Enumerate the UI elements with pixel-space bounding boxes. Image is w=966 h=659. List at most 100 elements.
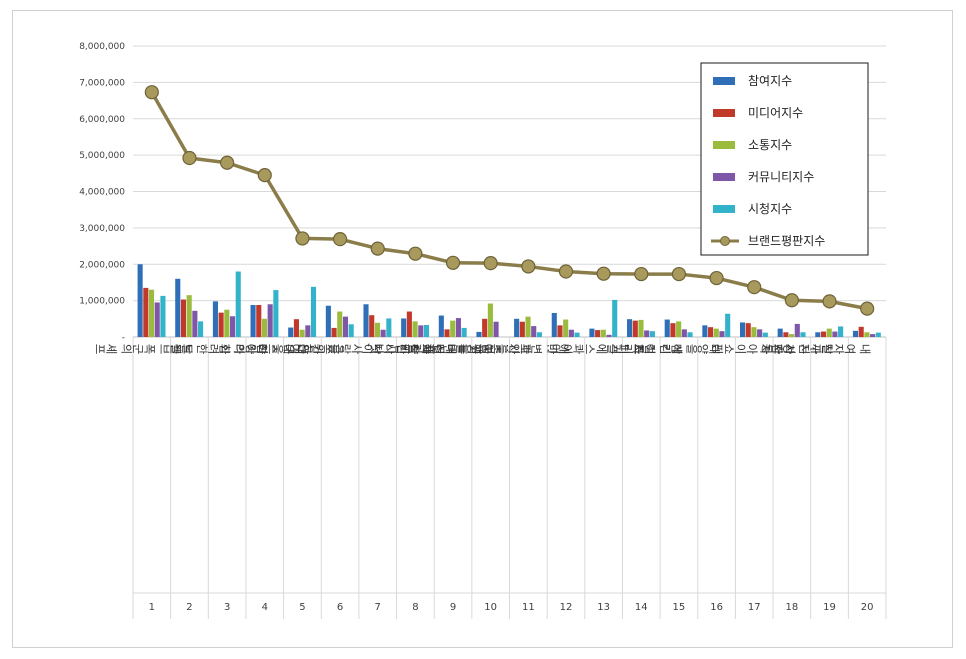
legend-swatch: [713, 141, 735, 149]
legend-box: [700, 62, 869, 256]
bar: [256, 304, 262, 337]
bar: [815, 332, 821, 337]
y-tick-label: 7,000,000: [79, 78, 125, 88]
bar: [250, 304, 256, 337]
line-point: [822, 294, 837, 309]
bar: [595, 330, 601, 337]
bar: [369, 315, 375, 337]
bar: [670, 323, 676, 337]
bar: [708, 327, 714, 337]
category-label: 서초동: [761, 342, 796, 356]
bar: [794, 323, 800, 337]
category-label: 에스콰이어: 변호사를 꿈꾸는 변호사들: [409, 342, 608, 356]
bar: [745, 323, 751, 337]
line-point: [596, 266, 611, 281]
bar: [325, 305, 331, 337]
bar: [638, 319, 644, 337]
bar: [267, 304, 273, 337]
bar: [342, 316, 349, 337]
bar: [644, 330, 650, 337]
bar: [401, 318, 407, 337]
bar: [380, 329, 386, 337]
bars: [137, 264, 881, 337]
line-point: [558, 264, 574, 279]
bar: [293, 319, 299, 337]
rank-label: 14: [635, 602, 648, 613]
bar: [725, 313, 731, 337]
bar: [493, 321, 499, 337]
legend-label: 커뮤니티지수: [748, 170, 814, 184]
bar: [461, 327, 467, 337]
bar: [606, 334, 612, 337]
rank-label: 11: [522, 602, 535, 613]
y-tick-label: 5,000,000: [79, 151, 125, 161]
bar: [273, 290, 279, 337]
line-point: [671, 266, 687, 282]
bar: [374, 322, 380, 337]
bar: [423, 325, 430, 337]
legend-swatch: [713, 173, 735, 181]
bar: [331, 327, 337, 337]
bar: [757, 329, 763, 337]
bar: [574, 332, 580, 337]
category-label: 파인: 촌뜨기들: [456, 342, 533, 356]
line-point: [220, 155, 235, 170]
bar: [148, 289, 155, 337]
bar: [305, 325, 311, 337]
line-point: [860, 301, 875, 316]
bar: [212, 301, 218, 337]
bar: [751, 327, 757, 337]
rank-label: 18: [786, 602, 799, 613]
line-point: [257, 168, 272, 183]
bar: [192, 310, 198, 337]
bar: [412, 321, 418, 337]
line-point: [182, 150, 197, 166]
category-label: 금쪽같은 내 스타: [256, 342, 344, 356]
rank-label: 2: [186, 602, 192, 613]
bar: [160, 295, 166, 337]
y-axis-ticks: 8,000,000 7,000,000 6,000,000 5,000,000 4,00…: [79, 42, 125, 343]
bar: [783, 332, 789, 337]
bar: [288, 327, 294, 337]
bar: [406, 311, 412, 337]
bar: [681, 329, 687, 337]
bar: [632, 320, 638, 337]
category-label: 내 여자친구는 상남자: [760, 342, 871, 356]
category-label: 태양을 삼킨 여자: [633, 342, 721, 356]
bar: [719, 331, 725, 337]
line-point: [709, 270, 724, 286]
bar: [519, 321, 525, 337]
y-tick-label: 4,000,000: [79, 188, 125, 198]
bar: [870, 334, 876, 337]
line-point: [370, 241, 385, 256]
bar: [514, 318, 520, 337]
bar: [229, 316, 236, 337]
bar: [455, 318, 461, 337]
bar: [438, 315, 444, 337]
rank-label: 1: [149, 602, 155, 613]
bar: [235, 271, 241, 337]
bar: [713, 328, 719, 337]
bar: [337, 311, 343, 337]
legend-swatch: [713, 77, 735, 85]
bar: [551, 312, 557, 337]
rank-label: 13: [597, 602, 610, 613]
legend-marker: [720, 236, 730, 246]
bar: [664, 319, 670, 337]
bar: [143, 287, 149, 337]
line-point: [521, 259, 536, 274]
y-tick-label: 3,000,000: [79, 224, 125, 234]
rank-label: 5: [299, 602, 305, 613]
bar: [789, 334, 795, 337]
bar: [676, 321, 682, 337]
brand-reputation-chart: 8,000,000 7,000,000 6,000,000 5,000,000 4,00…: [79, 42, 887, 619]
bar: [568, 329, 574, 337]
bar: [826, 328, 832, 337]
y-tick-label: 1,000,000: [79, 297, 125, 307]
bar: [154, 302, 160, 337]
legend-label: 브랜드평판지수: [748, 234, 825, 248]
rank-label: 7: [375, 602, 381, 613]
category-label: 달까지 가자: [772, 342, 834, 356]
y-tick-label: 6,000,000: [79, 115, 125, 125]
y-tick-label: -: [122, 333, 125, 343]
